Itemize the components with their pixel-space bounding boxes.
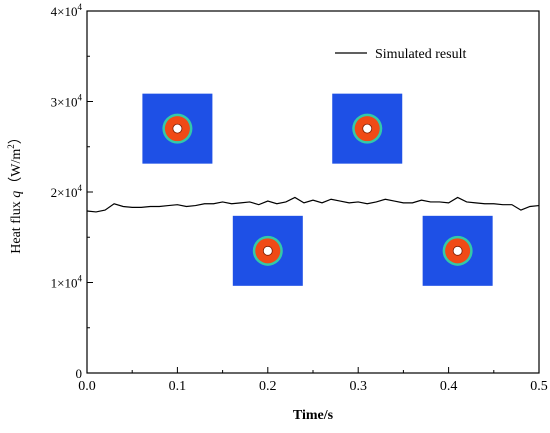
x-tick-label: 0.2 [259, 379, 277, 394]
axes-layer: 0.0 0.1 0.2 0.3 0.4 0.5 0 1×104 2×104 3×104 4×104 [51, 2, 548, 394]
inset-image-1 [142, 93, 213, 164]
y-tick-label: 1×104 [51, 274, 83, 291]
y-tick-label: 0 [76, 366, 83, 381]
x-tick-label: 0.4 [440, 379, 458, 394]
series-line-1 [86, 196, 540, 213]
series-layer [86, 196, 540, 213]
inset-image-4 [422, 215, 493, 286]
inset-core [262, 245, 273, 256]
inset-layer [142, 93, 493, 286]
y-tick-label: 3×104 [51, 93, 83, 110]
legend: Simulated result [335, 47, 466, 62]
y-tick-label: 2×104 [51, 183, 83, 200]
y-axis-label: Heat flux q（W/m2） [6, 130, 24, 253]
x-tick-label: 0.0 [78, 379, 96, 394]
x-tick-label: 0.1 [169, 379, 187, 394]
inset-image-3 [332, 93, 403, 164]
axis-labels: Time/s Heat flux q（W/m2） [6, 130, 334, 423]
inset-core [172, 123, 183, 134]
plot-frame [86, 10, 540, 374]
x-tick-label: 0.3 [349, 379, 367, 394]
inset-image-2 [232, 215, 303, 286]
x-tick-label: 0.5 [530, 379, 548, 394]
inset-core [452, 245, 463, 256]
y-tick-label: 4×104 [51, 2, 83, 19]
x-axis-label: Time/s [293, 408, 334, 423]
legend-label: Simulated result [375, 47, 466, 62]
inset-core [362, 123, 373, 134]
